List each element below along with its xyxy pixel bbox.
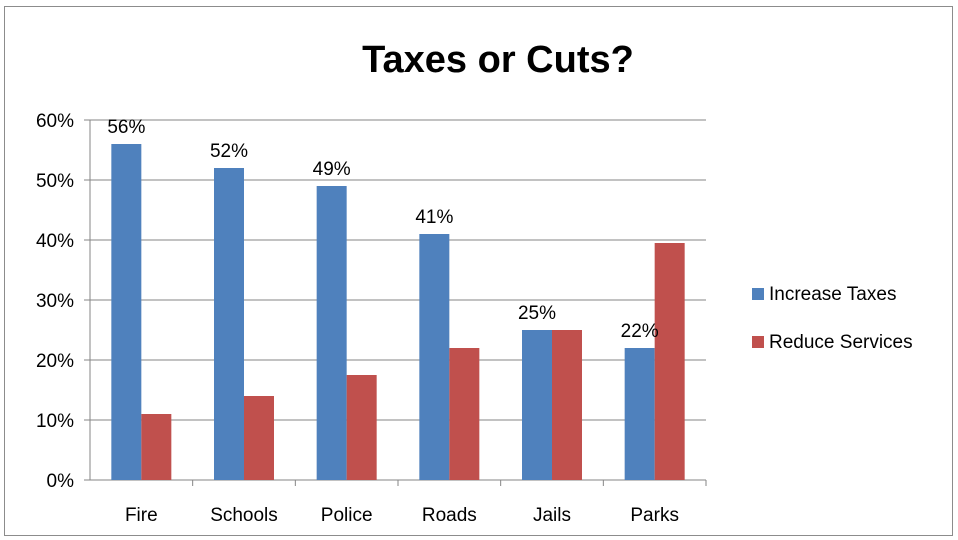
y-tick-label: 60% bbox=[36, 111, 74, 132]
data-labels: 56% 52% 49% 41% 25% 22% bbox=[107, 117, 658, 342]
y-tick-label: 0% bbox=[47, 471, 75, 492]
bar-increase-taxes bbox=[111, 144, 142, 480]
legend-swatch bbox=[752, 288, 764, 300]
data-label: 41% bbox=[415, 207, 453, 228]
bar-increase-taxes bbox=[316, 186, 347, 480]
bar-reduce-services bbox=[141, 414, 172, 480]
bar-reduce-services bbox=[346, 375, 377, 480]
data-label: 49% bbox=[313, 159, 351, 180]
bar-increase-taxes bbox=[419, 234, 450, 480]
x-tick-label: Roads bbox=[422, 505, 477, 526]
x-tick-label: Parks bbox=[630, 505, 679, 526]
bars bbox=[111, 144, 685, 480]
data-label: 25% bbox=[518, 303, 556, 324]
bar-increase-taxes bbox=[624, 348, 655, 480]
legend-label: Reduce Services bbox=[769, 332, 913, 353]
data-label: 22% bbox=[621, 321, 659, 342]
legend-swatch bbox=[752, 336, 764, 348]
axes: 0% 10% 20% 30% 40% 50% 60% Fire Schools Police Roa… bbox=[36, 111, 707, 526]
chart-title: Taxes or Cuts? bbox=[362, 39, 634, 81]
bar-reduce-services bbox=[552, 330, 582, 480]
bar-increase-taxes bbox=[522, 330, 552, 480]
data-label: 52% bbox=[210, 141, 248, 162]
y-tick-label: 40% bbox=[36, 231, 74, 252]
x-tick-label: Fire bbox=[125, 505, 158, 526]
y-tick-label: 20% bbox=[36, 351, 74, 372]
x-tick-label: Jails bbox=[533, 505, 571, 526]
y-tick-label: 30% bbox=[36, 291, 74, 312]
gridlines bbox=[90, 119, 706, 421]
bar-reduce-services bbox=[244, 396, 274, 480]
x-tick-label: Police bbox=[321, 505, 373, 526]
bar-reduce-services bbox=[654, 243, 685, 480]
x-tick-label: Schools bbox=[210, 505, 278, 526]
bar-increase-taxes bbox=[214, 168, 244, 480]
legend: Increase Taxes Reduce Services bbox=[752, 284, 913, 353]
legend-label: Increase Taxes bbox=[769, 284, 896, 305]
y-tick-label: 10% bbox=[36, 411, 74, 432]
y-tick-label: 50% bbox=[36, 171, 74, 192]
data-label: 56% bbox=[107, 117, 145, 138]
bar-reduce-services bbox=[449, 348, 480, 480]
